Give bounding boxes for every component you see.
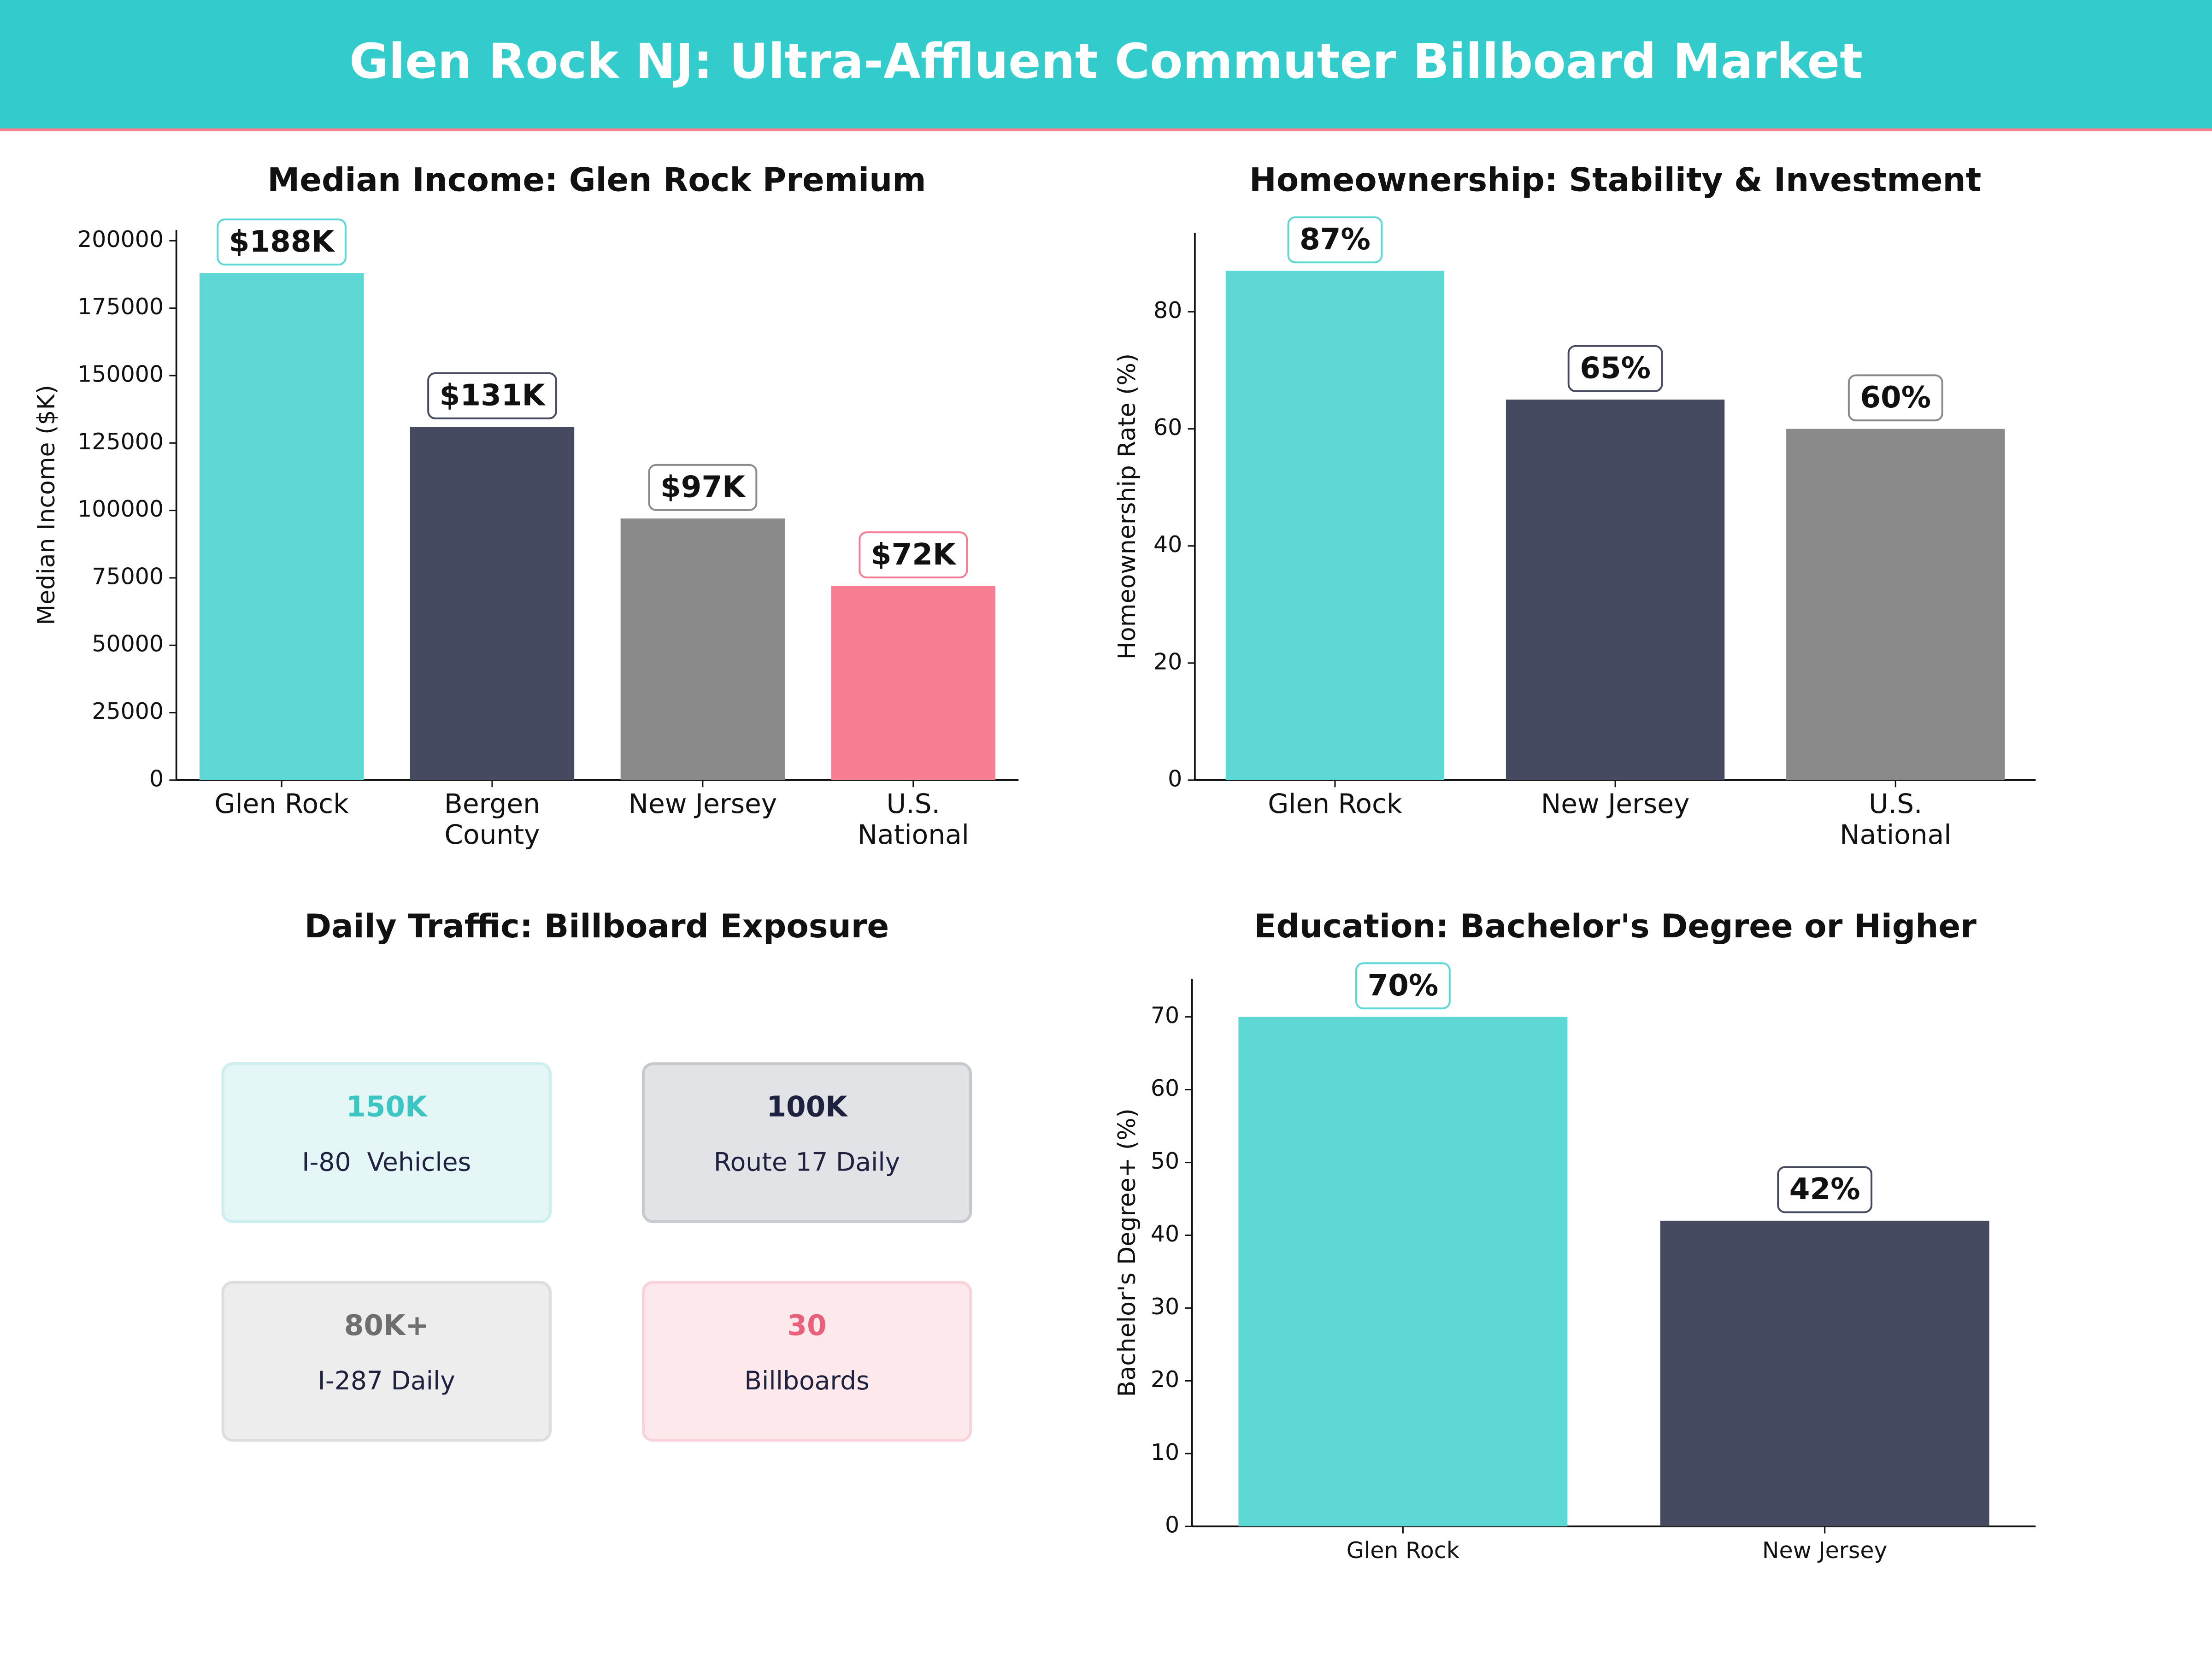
y-tick-label: 0 [1168,765,1182,792]
bar [1225,271,1445,780]
y-tick-label: 0 [149,765,164,792]
value-label: 60% [1860,380,1931,415]
bar [1786,429,2005,780]
x-tick-label: Bergen County [444,788,540,850]
x-tick-label: New Jersey [1541,788,1690,819]
stat-card [221,1281,552,1442]
value-label-box [1355,962,1451,1010]
page-title: Glen Rock NJ: Ultra-Affluent Commuter Bi… [349,33,1863,89]
y-axis-label: Median Income ($K) [33,385,60,625]
y-tick-label: 150000 [77,361,164,388]
value-label-box [427,372,557,419]
y-tick-label: 0 [1165,1512,1179,1538]
bar [1660,1220,1989,1527]
y-axis-label: Homeownership Rate (%) [1113,353,1141,659]
value-label-box [859,531,968,579]
chart-title: Daily Traffic: Billboard Exposure [305,907,889,945]
x-tick-label: Glen Rock [214,788,349,819]
stat-card [641,1281,972,1442]
y-axis-label: Bachelor's Degree+ (%) [1113,1108,1141,1397]
value-label-box [648,464,758,511]
stat-card [641,1062,972,1224]
chart-title: Homeownership: Stability & Investment [1249,161,1981,199]
stat-card [221,1062,552,1224]
y-tick-label: 20 [1153,648,1182,675]
header-rule [0,128,2212,131]
y-tick-label: 10 [1151,1439,1179,1465]
chart-title: Education: Bachelor's Degree or Higher [1254,907,1977,945]
value-label: $131K [440,378,546,412]
bar [831,586,995,780]
value-label-box [217,218,347,266]
chart-title: Median Income: Glen Rock Premium [267,161,926,199]
value-label: 65% [1580,351,1651,385]
header-bar [0,0,2212,130]
value-label-box [1847,374,1943,422]
y-tick-label: 80 [1153,297,1182,324]
y-tick-label: 40 [1153,531,1182,558]
value-label: $97K [660,470,746,504]
value-label: 70% [1367,968,1438,1003]
x-tick-label: U.S. National [1840,788,1951,850]
x-tick-label: New Jersey [629,788,777,819]
value-label: 87% [1300,222,1371,257]
value-label: 42% [1789,1172,1860,1206]
y-tick-label: 100000 [77,496,164,522]
y-tick-label: 60 [1153,414,1182,441]
x-tick-label: U.S. National [858,788,969,850]
y-tick-label: 30 [1151,1294,1179,1320]
stat-label: I-287 Daily [318,1366,455,1395]
x-tick-label: Glen Rock [1268,788,1402,819]
y-tick-label: 175000 [77,294,164,320]
y-tick-label: 25000 [92,698,164,724]
x-tick-label: New Jersey [1762,1537,1888,1564]
stat-value: 150K [346,1091,428,1124]
stat-label: I-80 Vehicles [302,1147,471,1177]
y-tick-label: 60 [1151,1075,1179,1101]
stat-label: Route 17 Daily [714,1147,900,1177]
value-label-box [1567,345,1663,392]
y-tick-label: 200000 [77,226,164,253]
y-tick-label: 75000 [92,563,164,589]
y-tick-label: 40 [1151,1221,1179,1247]
y-tick-label: 125000 [77,429,164,455]
bar [1238,1017,1568,1527]
stat-value: 30 [787,1309,826,1342]
value-label-box [1777,1166,1873,1213]
stat-value: 100K [766,1091,848,1124]
y-tick-label: 70 [1151,1002,1179,1029]
value-label: $72K [871,537,957,572]
y-tick-label: 50 [1151,1148,1179,1174]
bar [620,518,785,780]
x-tick-label: Glen Rock [1347,1537,1460,1564]
bar [1506,400,1725,780]
value-label-box [1287,216,1383,264]
bar [199,273,364,780]
y-tick-label: 20 [1151,1366,1179,1393]
stat-value: 80K+ [344,1309,429,1342]
bar [410,427,575,780]
y-tick-label: 50000 [92,631,164,657]
value-label: $188K [229,224,335,259]
stat-label: Billboards [744,1366,870,1395]
